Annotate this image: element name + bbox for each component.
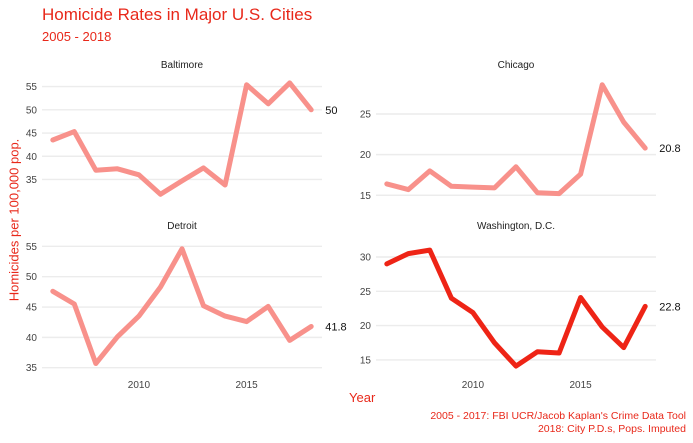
y-tick-label: 50 bbox=[26, 272, 38, 283]
y-tick-label: 25 bbox=[360, 110, 372, 121]
y-tick-label: 45 bbox=[26, 129, 38, 140]
caption-line-2: 2018: City P.D.s, Pops. Imputed bbox=[537, 423, 686, 435]
chart-subtitle: 2005 - 2018 bbox=[42, 29, 112, 44]
series-line bbox=[50, 80, 314, 197]
x-tick-label: 2010 bbox=[462, 380, 485, 391]
end-value-label: 50 bbox=[325, 105, 337, 117]
y-tick-label: 35 bbox=[26, 363, 38, 374]
x-tick-label: 2010 bbox=[128, 380, 151, 391]
end-value-label: 22.8 bbox=[659, 301, 680, 313]
panel-title: Baltimore bbox=[161, 60, 204, 71]
y-tick-label: 45 bbox=[26, 303, 38, 314]
panel-title: Detroit bbox=[167, 221, 197, 232]
chart-caption: 2005 - 2017: FBI UCR/Jacob Kaplan's Crim… bbox=[430, 410, 686, 436]
series-line bbox=[384, 247, 648, 369]
y-tick-label: 30 bbox=[360, 253, 372, 264]
x-axis-label: Year bbox=[349, 390, 376, 405]
panel-title: Chicago bbox=[498, 60, 535, 71]
y-tick-label: 40 bbox=[26, 152, 38, 163]
y-tick-label: 55 bbox=[26, 242, 38, 253]
end-value-label: 20.8 bbox=[659, 143, 680, 155]
x-tick-label: 2015 bbox=[235, 380, 258, 391]
series-line bbox=[50, 246, 314, 366]
y-tick-label: 55 bbox=[26, 82, 38, 93]
series-line bbox=[384, 82, 648, 197]
x-tick-label: 2015 bbox=[569, 380, 592, 391]
caption-line-1: 2005 - 2017: FBI UCR/Jacob Kaplan's Crim… bbox=[430, 410, 686, 422]
y-tick-label: 50 bbox=[26, 105, 38, 116]
chart-title: Homicide Rates in Major U.S. Cities bbox=[42, 5, 313, 24]
y-tick-label: 20 bbox=[360, 150, 372, 161]
y-tick-label: 35 bbox=[26, 175, 38, 186]
y-tick-label: 15 bbox=[360, 191, 372, 202]
panel-title: Washington, D.C. bbox=[477, 221, 555, 232]
y-tick-label: 15 bbox=[360, 355, 372, 366]
y-tick-label: 20 bbox=[360, 321, 372, 332]
y-tick-label: 25 bbox=[360, 287, 372, 298]
end-value-label: 41.8 bbox=[325, 321, 346, 333]
y-tick-label: 40 bbox=[26, 333, 38, 344]
